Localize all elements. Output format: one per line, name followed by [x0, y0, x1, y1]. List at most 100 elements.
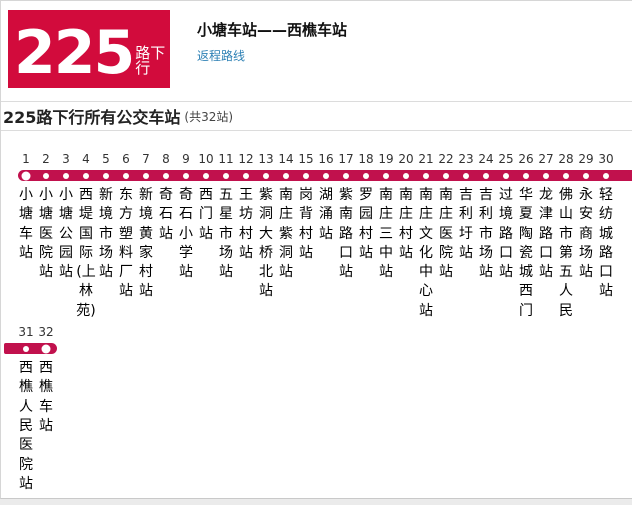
return-route-link[interactable]: 返程路线 [197, 49, 246, 63]
station-dot [223, 172, 229, 179]
station-name[interactable]: 岗背村站 [299, 187, 313, 261]
station-column[interactable]: 14 南庄紫洞站 [276, 152, 296, 282]
station-number: 25 [498, 152, 514, 166]
station-name[interactable]: 西堤国际 (上林苑) [76, 187, 96, 319]
section-title: 225路下行所有公交车站 [3, 108, 181, 127]
station-column[interactable]: 8 奇石站 [156, 152, 176, 244]
station-name[interactable]: 南庄文化中心站 [419, 187, 433, 319]
station-number: 31 [18, 325, 34, 340]
station-name[interactable]: 过境路口站 [499, 187, 513, 281]
station-column[interactable]: 1 小塘车站 [16, 152, 36, 263]
station-column[interactable]: 13 紫洞大桥北站 [256, 152, 276, 302]
station-name[interactable]: 五星市场站 [219, 187, 233, 281]
station-column[interactable]: 23 吉利圩站 [456, 152, 476, 263]
station-name[interactable]: 罗园村站 [359, 187, 373, 261]
station-dot [523, 172, 529, 179]
route-line [4, 343, 57, 355]
station-column[interactable]: 28 佛山市第五人民 [556, 152, 576, 321]
station-dot [183, 172, 189, 179]
station-name[interactable]: 南庄村站 [399, 187, 413, 261]
station-name[interactable]: 王坊村站 [239, 187, 253, 261]
station-dot-area [256, 166, 276, 183]
station-number: 10 [198, 152, 214, 166]
station-column[interactable]: 17 紫南路口站 [336, 152, 356, 282]
route-endpoints-title: 小塘车站——西樵车站 [197, 21, 348, 39]
station-column[interactable]: 12 王坊村站 [236, 152, 256, 263]
station-column[interactable]: 31 西樵人民医院站 [16, 325, 36, 494]
station-number: 22 [438, 152, 454, 166]
station-dot-area [336, 166, 356, 183]
station-column[interactable]: 30 轻纺城路口站 [596, 152, 616, 302]
station-name[interactable]: 小塘车站 [19, 187, 33, 261]
station-name[interactable]: 东方塑料厂站 [119, 187, 133, 300]
station-column[interactable]: 29 永安商场站 [576, 152, 596, 282]
station-dot [83, 172, 89, 179]
station-dot [123, 172, 129, 179]
station-name[interactable]: 西门站 [199, 187, 213, 242]
station-column[interactable]: 27 龙津路口站 [536, 152, 556, 282]
station-number: 23 [458, 152, 474, 166]
station-column[interactable]: 24 吉利市场站 [476, 152, 496, 282]
station-column[interactable]: 10 西门站 [196, 152, 216, 244]
station-name[interactable]: 紫南路口站 [339, 187, 353, 281]
station-dot-area [576, 166, 596, 183]
route-direction: 路下行 [135, 44, 166, 77]
station-dot [163, 172, 169, 179]
station-column[interactable]: 20 南庄村站 [396, 152, 416, 263]
station-number: 12 [238, 152, 254, 166]
station-column[interactable]: 18 罗园村站 [356, 152, 376, 263]
station-name[interactable]: 奇石站 [159, 187, 173, 242]
station-dot [583, 172, 589, 179]
stations-map: 1 小塘车站 2 小塘医院站 3 小塘公园站 4 西堤国际 (上林苑) 5 新境市场站 6 东方塑料厂站… [1, 131, 632, 494]
station-name[interactable]: 新境市场站 [99, 187, 113, 281]
station-dot [563, 172, 569, 179]
station-column[interactable]: 22 南庄医院站 [436, 152, 456, 282]
station-dot-area [36, 339, 56, 356]
station-dot-area [296, 166, 316, 183]
station-name[interactable]: 南庄三中站 [379, 187, 393, 281]
station-count: (共32站) [184, 109, 234, 124]
station-name[interactable]: 佛山市第五人民 [559, 187, 573, 319]
station-column[interactable]: 25 过境路口站 [496, 152, 516, 282]
station-name[interactable]: 吉利圩站 [459, 187, 473, 261]
station-number: 2 [42, 152, 50, 166]
station-column[interactable]: 3 小塘公园站 [56, 152, 76, 282]
station-dot [343, 172, 349, 179]
station-name[interactable]: 南庄紫洞站 [279, 187, 293, 281]
station-name[interactable]: 新境黄家村站 [139, 187, 153, 300]
station-column[interactable]: 32 西樵车站 [36, 325, 56, 436]
station-name[interactable]: 南庄医院站 [439, 187, 453, 281]
station-dot-area [216, 166, 236, 183]
station-column[interactable]: 15 岗背村站 [296, 152, 316, 263]
station-dot-area [516, 166, 536, 183]
station-name[interactable]: 吉利市场站 [479, 187, 493, 281]
station-name[interactable]: 西樵车站 [39, 360, 53, 434]
station-name[interactable]: 华夏陶瓷城西门 [519, 187, 533, 319]
station-number: 14 [278, 152, 294, 166]
station-name[interactable]: 西樵人民医院站 [19, 360, 33, 492]
station-name[interactable]: 轻纺城路口站 [599, 187, 613, 300]
station-number: 29 [578, 152, 594, 166]
station-name[interactable]: 永安商场站 [579, 187, 593, 281]
station-name[interactable]: 紫洞大桥北站 [259, 187, 273, 300]
station-column[interactable]: 19 南庄三中站 [376, 152, 396, 282]
station-dot [103, 172, 109, 179]
station-column[interactable]: 16 湖涌站 [316, 152, 336, 244]
station-column[interactable]: 21 南庄文化中心站 [416, 152, 436, 321]
station-name[interactable]: 奇石小学站 [179, 187, 193, 281]
station-column[interactable]: 6 东方塑料厂站 [116, 152, 136, 302]
station-column[interactable]: 2 小塘医院站 [36, 152, 56, 282]
station-column[interactable]: 5 新境市场站 [96, 152, 116, 282]
station-name[interactable]: 龙津路口站 [539, 187, 553, 281]
station-name[interactable]: 小塘医院站 [39, 187, 53, 281]
station-dot [603, 172, 609, 179]
station-name[interactable]: 湖涌站 [319, 187, 333, 242]
station-column[interactable]: 4 西堤国际 (上林苑) [76, 152, 96, 321]
station-column[interactable]: 9 奇石小学站 [176, 152, 196, 282]
station-dot-area [436, 166, 456, 183]
station-name[interactable]: 小塘公园站 [59, 187, 73, 281]
stations-row-1: 1 小塘车站 2 小塘医院站 3 小塘公园站 4 西堤国际 (上林苑) 5 新境市场站 6 东方塑料厂站… [1, 152, 632, 321]
station-column[interactable]: 26 华夏陶瓷城西门 [516, 152, 536, 321]
station-column[interactable]: 11 五星市场站 [216, 152, 236, 282]
station-column[interactable]: 7 新境黄家村站 [136, 152, 156, 302]
